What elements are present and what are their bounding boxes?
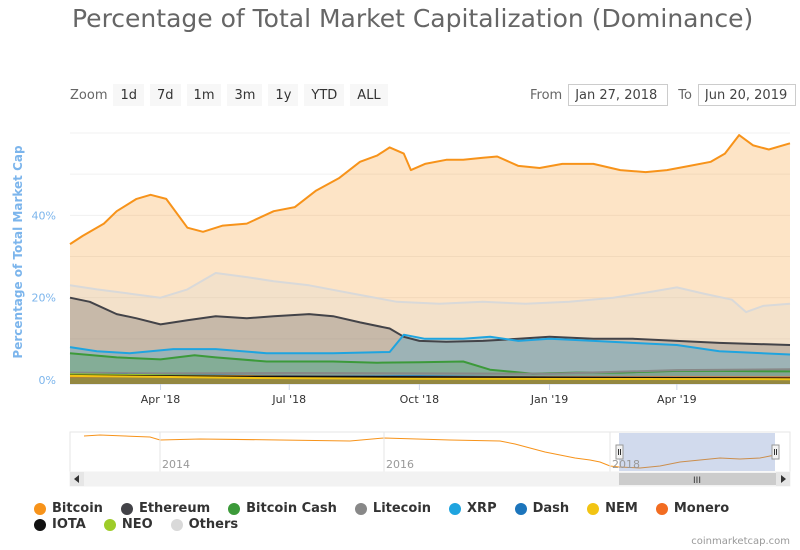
legend-dot-icon [514,502,527,515]
line-xrp[interactable] [69,333,791,356]
arrow-right-icon [781,475,786,483]
legend-label: Litecoin [372,501,432,516]
legend-label: Ethereum [138,501,211,516]
area-others[interactable] [70,273,790,384]
legend-item-iota[interactable]: IOTA [34,517,86,532]
legend-item-dash[interactable]: Dash [514,501,570,516]
grid-lines [70,132,790,385]
scroll-right-button[interactable] [776,472,790,486]
legend-label: Dash [532,501,570,516]
legend-item-litecoin[interactable]: Litecoin [354,501,432,516]
navigator-label-2014: 2014 [162,458,190,471]
zoom-label: Zoom [70,87,108,103]
series-lines[interactable] [69,134,791,381]
from-label: From [530,87,563,103]
arrow-left-icon [74,475,79,483]
legend-label: NEO [121,517,153,532]
line-litecoin[interactable] [69,368,791,375]
legend-item-xrp[interactable]: XRP [449,501,497,516]
x-axis-ticks: Apr '18 Jul '18 Oct '18 Jan '19 Apr '19 [141,384,697,406]
credits-link[interactable]: coinmarketcap.com [691,536,790,547]
area-ethereum[interactable] [70,297,790,384]
from-date-input[interactable] [568,84,669,106]
legend-item-monero[interactable]: Monero [655,501,730,516]
legend-dot-icon [449,502,462,515]
zoom-button-3m[interactable]: 3m [227,84,263,106]
area-bitcoin[interactable] [70,135,790,384]
line-nem[interactable] [69,374,791,381]
line-bitcoin[interactable] [69,134,791,245]
x-tick-label: Jul '18 [271,393,306,406]
to-date-input[interactable] [697,84,796,106]
zoom-selector: Zoom 1d 7d 1m 3m 1y YTD ALL [70,84,394,106]
zoom-button-7d[interactable]: 7d [150,84,181,106]
legend-label: Others [188,517,239,532]
zoom-button-1y[interactable]: 1y [268,84,299,106]
navigator-left-handle[interactable] [615,444,624,460]
legend-label: IOTA [52,517,86,532]
x-tick-label: Apr '19 [657,393,697,406]
legend-label: Monero [673,501,730,516]
legend-dot-icon [34,502,46,515]
legend-dot-icon [655,502,668,515]
y-axis-ticks: 0% 20% 40% [32,209,56,387]
x-tick-label: Oct '18 [400,393,440,406]
legend-item-nem[interactable]: NEM [587,501,638,516]
legend-dot-icon [170,518,183,531]
zoom-button-1m[interactable]: 1m [186,84,222,106]
navigator-label-2018: 2018 [612,458,640,471]
dominance-chart[interactable]: 0%20%40% Apr '18 Jul '18 Oct '18 Jan '19 Apr… [0,0,800,500]
zoom-button-all[interactable]: ALL [350,84,388,106]
navigator-right-handle[interactable] [771,444,780,460]
legend-item-bitcoin[interactable]: Bitcoin [34,501,103,516]
legend-dot-icon [228,502,241,515]
scroll-left-button[interactable] [70,472,84,486]
y-tick-label: 0% [39,374,56,387]
scrollbar-thumb[interactable] [619,473,776,485]
legend-item-bitcoin-cash[interactable]: Bitcoin Cash [228,501,337,516]
navigator[interactable]: 2014 2016 2018 [69,431,791,473]
legend-dot-icon [34,518,46,531]
navigator-series-line [83,434,776,469]
legend-label: NEM [605,501,638,516]
navigator-label-2016: 2016 [386,458,414,471]
legend-item-neo[interactable]: NEO [103,517,153,532]
scrollbar[interactable]: III [69,471,791,487]
chart-title: Percentage of Total Market Capitalizatio… [72,4,754,33]
legend-item-others[interactable]: Others [170,517,239,532]
x-tick-label: Apr '18 [141,393,181,406]
line-ethereum[interactable] [69,296,791,346]
scrollbar-grip-icon: III [693,476,701,486]
zoom-button-ytd[interactable]: YTD [304,84,345,106]
legend-dot-icon [103,518,116,531]
legend-label: Bitcoin Cash [246,501,337,516]
legend-dot-icon [354,502,367,515]
y-tick-label: 20% [32,292,56,305]
zoom-button-1d[interactable]: 1d [113,84,145,106]
legend-dot-icon [120,502,133,515]
y-tick-label: 40% [32,209,56,222]
date-range-selector: From To [530,84,796,106]
legend-label: XRP [467,501,497,516]
legend-label: Bitcoin [52,501,103,516]
line-others[interactable] [69,272,791,314]
to-label: To [678,87,692,103]
x-tick-label: Jan '19 [530,393,568,406]
navigator-selected-range[interactable] [619,433,775,471]
chart-legend: Bitcoin Ethereum Bitcoin Cash Litecoin XRP Da… [34,501,794,532]
navigator-frame [69,431,791,473]
legend-item-ethereum[interactable]: Ethereum [120,501,211,516]
y-axis-label: Percentage of Total Market Cap [11,145,25,359]
legend-dot-icon [587,502,600,515]
